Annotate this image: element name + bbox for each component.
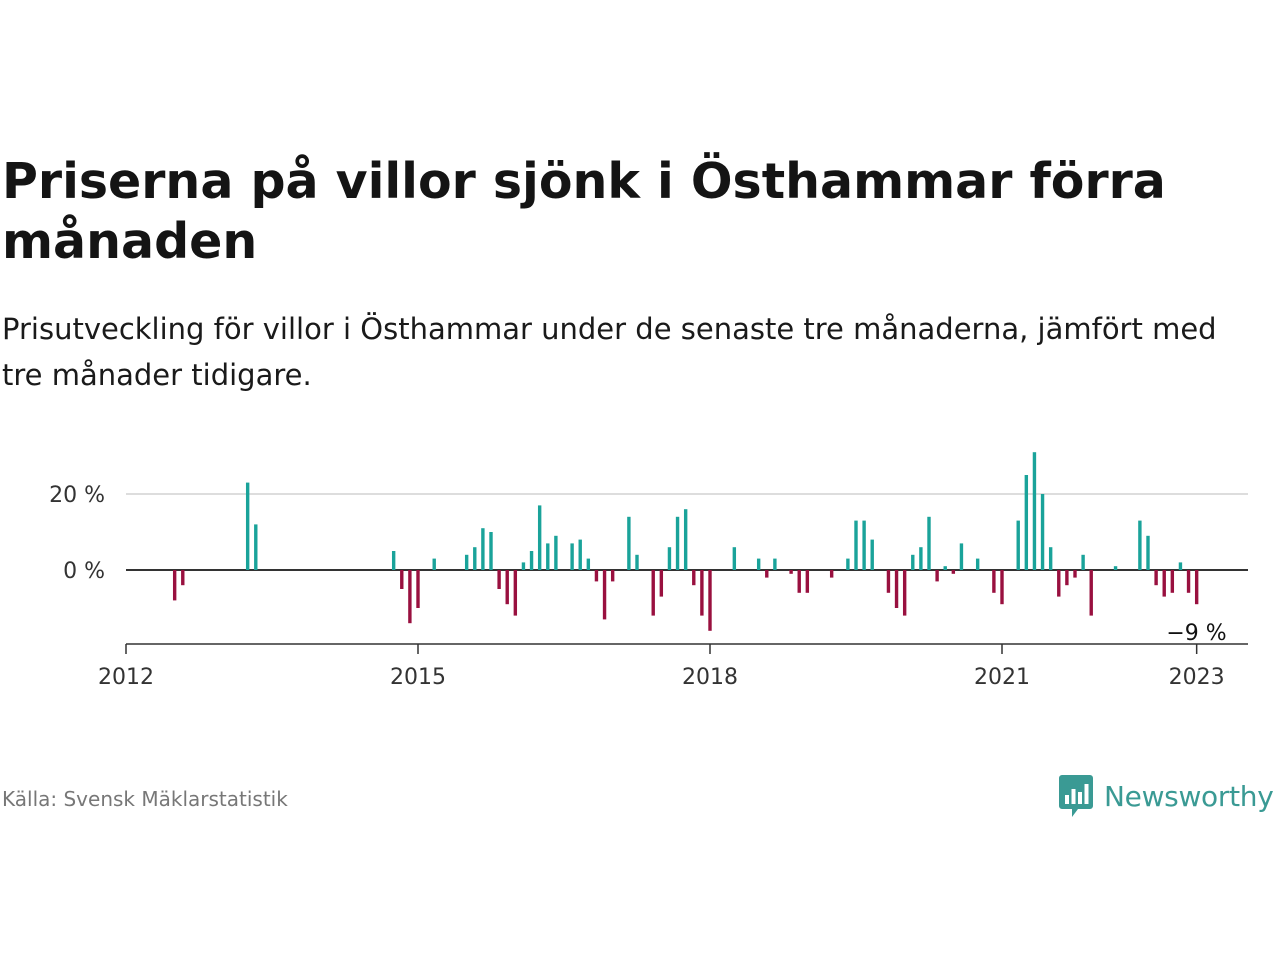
bar xyxy=(1048,547,1053,570)
x-tick-label: 2012 xyxy=(98,665,154,690)
bar xyxy=(1178,562,1183,570)
x-tick-label: 2021 xyxy=(974,665,1030,690)
bar xyxy=(862,520,866,570)
bar xyxy=(975,558,980,570)
bar xyxy=(943,566,947,570)
bar xyxy=(1154,570,1158,586)
bar xyxy=(1057,570,1061,597)
bar xyxy=(635,554,639,570)
bar xyxy=(529,551,534,570)
bar xyxy=(708,570,712,631)
bar xyxy=(789,570,793,574)
bar xyxy=(1065,570,1069,586)
bar xyxy=(570,543,574,570)
bar xyxy=(886,570,891,593)
bar xyxy=(675,516,680,570)
bar xyxy=(1081,554,1085,570)
bar xyxy=(1024,475,1029,570)
bar xyxy=(870,539,874,570)
bar xyxy=(1089,570,1093,616)
bar xyxy=(797,570,801,593)
bar xyxy=(667,547,672,570)
bar xyxy=(245,482,250,570)
bar xyxy=(610,570,615,582)
bar xyxy=(464,554,469,570)
bar xyxy=(400,570,404,589)
bar xyxy=(683,509,688,570)
chart-title: Priserna på villor sjönk i Östhammar för… xyxy=(2,153,1166,270)
bar xyxy=(700,570,704,616)
bar xyxy=(732,547,737,570)
bar xyxy=(537,505,542,570)
x-tick-label: 2015 xyxy=(390,665,446,690)
bar xyxy=(773,558,777,570)
bar xyxy=(1186,570,1191,593)
bar xyxy=(756,558,761,570)
bars xyxy=(172,452,1199,631)
bar xyxy=(1146,535,1150,570)
bar xyxy=(959,543,964,570)
bar xyxy=(554,535,558,570)
brand-name: Newsworthy xyxy=(1104,779,1274,813)
bar xyxy=(497,570,501,589)
bar xyxy=(505,570,509,605)
bar xyxy=(846,558,850,570)
bar xyxy=(651,570,655,616)
bar xyxy=(1170,570,1175,593)
bar xyxy=(692,570,696,586)
y-tick-label: 0 % xyxy=(63,559,105,584)
bar xyxy=(432,558,436,570)
bar xyxy=(1032,452,1037,570)
bar xyxy=(1138,520,1142,570)
bar xyxy=(416,570,420,608)
bar xyxy=(181,570,185,586)
bar xyxy=(254,524,258,570)
x-tick-label: 2018 xyxy=(682,665,738,690)
newsworthy-logo-icon xyxy=(1059,775,1093,817)
bar-chart: 20 % 0 % 2012 2015 2018 2021 2023 −9 % xyxy=(49,452,1248,690)
axis-labels: 20 % 0 % 2012 2015 2018 2021 2023 −9 % xyxy=(49,483,1227,690)
bar xyxy=(521,562,526,570)
bar xyxy=(854,520,858,570)
bar xyxy=(408,570,412,624)
last-value-annotation: −9 % xyxy=(1166,621,1226,646)
bar xyxy=(951,570,956,574)
bar xyxy=(1194,570,1199,605)
bar xyxy=(829,570,834,578)
bar xyxy=(659,570,664,597)
bar xyxy=(391,551,396,570)
bar xyxy=(602,570,607,620)
bar xyxy=(805,570,810,593)
bar xyxy=(765,570,769,578)
bar xyxy=(513,570,518,616)
bar xyxy=(594,570,599,582)
bar xyxy=(1016,520,1020,570)
bar xyxy=(902,570,907,616)
x-axis xyxy=(125,643,1248,654)
bar xyxy=(489,532,493,570)
bar xyxy=(894,570,899,608)
bar xyxy=(627,516,631,570)
bar xyxy=(935,570,939,582)
bar xyxy=(586,558,591,570)
bar xyxy=(919,547,923,570)
bar xyxy=(473,547,477,570)
bar xyxy=(578,539,582,570)
bar xyxy=(481,528,485,570)
x-tick-label: 2023 xyxy=(1169,665,1225,690)
bar xyxy=(1000,570,1004,605)
bar xyxy=(546,543,550,570)
y-tick-label: 20 % xyxy=(49,483,105,508)
chart-subtitle: Prisutveckling för villor i Östhammar un… xyxy=(2,312,1217,392)
source-note: Källa: Svensk Mäklarstatistik xyxy=(2,787,288,811)
bar xyxy=(172,570,177,601)
bar xyxy=(1162,570,1166,597)
brand-logo: Newsworthy xyxy=(1058,773,1274,819)
bar xyxy=(992,570,996,593)
bar xyxy=(911,554,915,570)
bar xyxy=(1113,566,1118,570)
bar xyxy=(1073,570,1077,578)
bar xyxy=(927,516,931,570)
bar xyxy=(1040,494,1045,570)
